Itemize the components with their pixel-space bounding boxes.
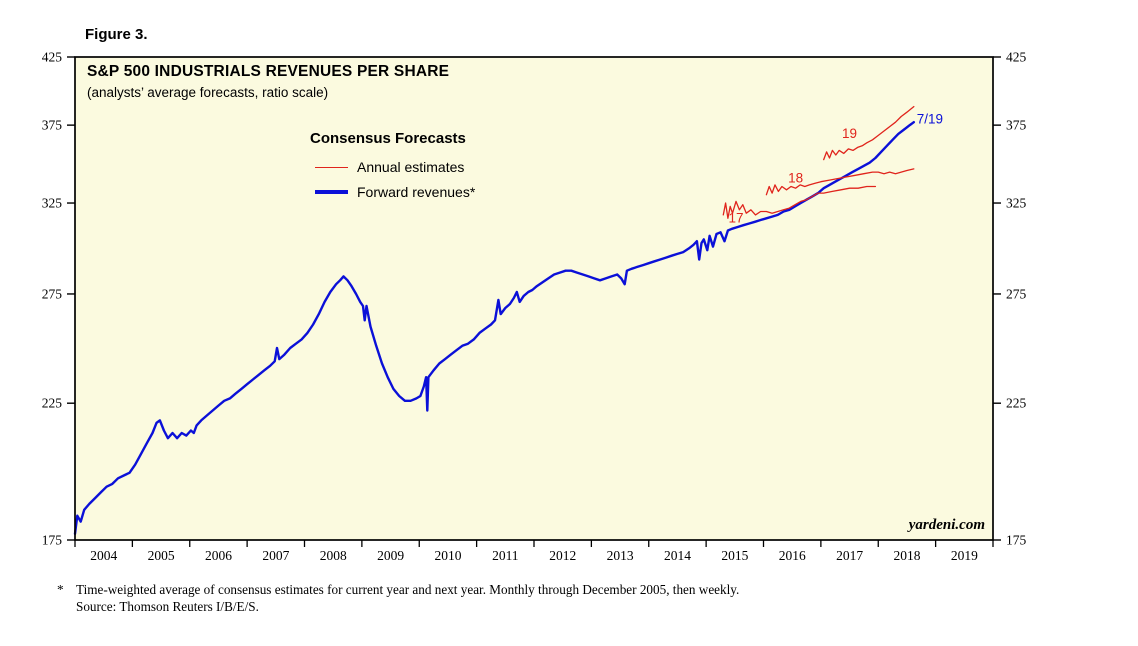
series-annual-estimate-2018: [765, 168, 915, 196]
chart-footnote: * Time-weighted average of consensus est…: [57, 581, 739, 615]
y-axis-label-left: 175: [42, 533, 63, 548]
plot-frame: [74, 56, 994, 541]
x-axis-label: 2011: [492, 548, 519, 563]
x-axis-label: 2018: [893, 548, 920, 563]
y-axis-label-right: 225: [1006, 396, 1027, 411]
chart-legend: Consensus Forecasts Annual estimates For…: [310, 130, 475, 200]
y-axis-label-right: 375: [1006, 118, 1027, 133]
legend-label-forward-revenues: Forward revenues*: [357, 184, 476, 200]
x-axis-label: 2017: [836, 548, 863, 563]
x-axis-label: 2013: [607, 548, 634, 563]
x-axis-label: 2014: [664, 548, 691, 563]
y-axis-label-right: 325: [1006, 196, 1027, 211]
x-axis-label: 2019: [951, 548, 978, 563]
legend-item-forward-revenues: Forward revenues*: [310, 184, 475, 200]
footnote-source: Source: Thomson Reuters I/B/E/S.: [76, 599, 259, 614]
series-forward-revenues: [73, 120, 915, 535]
y-axis-label-left: 275: [42, 286, 63, 301]
legend-item-annual-estimates: Annual estimates: [310, 159, 475, 175]
x-axis-label: 2010: [434, 548, 461, 563]
annotation-17: 17: [728, 210, 743, 225]
forward-revenues-line-swatch: [315, 190, 348, 194]
series-annual-estimate-2017: [722, 185, 877, 219]
x-axis-label: 2006: [205, 548, 232, 563]
chart-title: S&P 500 INDUSTRIALS REVENUES PER SHARE: [87, 63, 450, 80]
watermark-yardeni: yardeni.com: [908, 517, 985, 533]
y-axis-label-right: 425: [1006, 50, 1027, 65]
footnote-text: Time-weighted average of consensus estim…: [76, 582, 740, 597]
annotation-18: 18: [788, 170, 803, 185]
annotation-7-19: 7/19: [917, 111, 943, 126]
x-axis-label: 2016: [779, 548, 806, 563]
chart-subtitle: (analysts’ average forecasts, ratio scal…: [87, 85, 329, 100]
y-axis-label-left: 225: [42, 396, 63, 411]
x-axis-label: 2008: [320, 548, 347, 563]
y-axis-label-left: 375: [42, 118, 63, 133]
x-axis-label: 2005: [148, 548, 175, 563]
figure-label: Figure 3.: [85, 26, 148, 43]
y-axis-label-left: 325: [42, 196, 63, 211]
series-annual-estimate-2019: [823, 105, 915, 161]
y-axis-label-right: 275: [1006, 286, 1027, 301]
legend-title: Consensus Forecasts: [310, 130, 466, 147]
annotation-19: 19: [842, 126, 857, 141]
annual-estimates-line-swatch: [315, 166, 348, 168]
x-axis-label: 2007: [262, 548, 289, 563]
x-axis-label: 2009: [377, 548, 404, 563]
y-axis-label-left: 425: [42, 50, 63, 65]
footnote-asterisk: *: [57, 582, 64, 597]
x-axis-label: 2012: [549, 548, 576, 563]
y-axis-label-right: 175: [1006, 533, 1027, 548]
legend-label-annual-estimates: Annual estimates: [357, 159, 465, 175]
x-axis-label: 2004: [90, 548, 117, 563]
x-axis-label: 2015: [721, 548, 748, 563]
plot-background: [75, 57, 993, 540]
